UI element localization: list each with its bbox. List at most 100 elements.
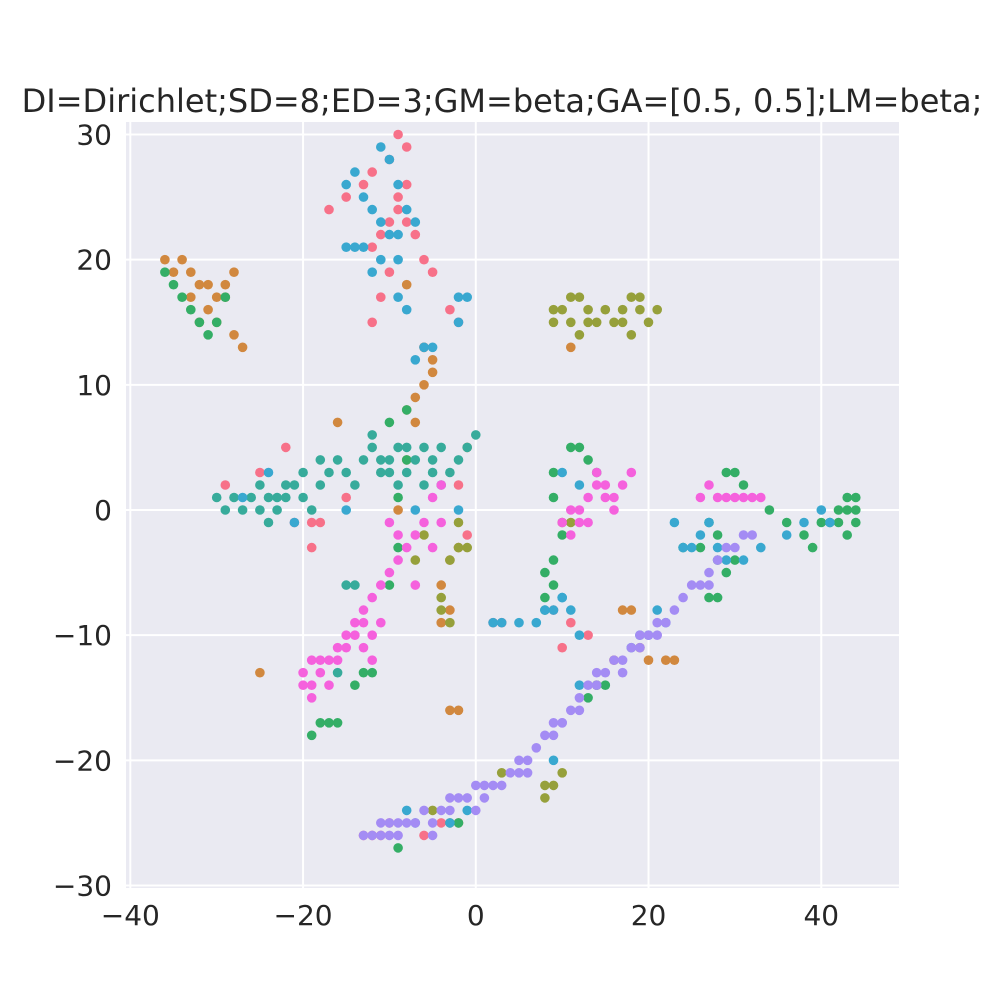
- data-point-series-7: [704, 567, 714, 578]
- x-tick-label: −40: [101, 899, 160, 932]
- data-point-series-8: [401, 542, 412, 553]
- data-point-series-3: [652, 304, 662, 315]
- data-point-series-3: [626, 292, 637, 303]
- data-point-series-4: [600, 680, 611, 690]
- data-point-series-4: [548, 467, 559, 478]
- data-point-series-5: [376, 467, 386, 478]
- data-point-series-7: [548, 730, 559, 741]
- data-point-series-7: [669, 605, 680, 615]
- data-point-series-2: [436, 617, 447, 628]
- data-point-series-3: [583, 304, 593, 315]
- data-point-series-1: [583, 630, 593, 640]
- data-point-series-3: [410, 555, 421, 565]
- data-point-series-6: [367, 267, 378, 278]
- data-point-series-6: [540, 605, 550, 615]
- data-point-series-1: [255, 467, 265, 478]
- data-point-series-1: [384, 267, 395, 278]
- data-point-series-3: [600, 304, 611, 315]
- data-point-series-6: [358, 192, 369, 202]
- data-point-series-7: [376, 818, 386, 828]
- data-point-series-5: [263, 492, 274, 503]
- data-point-series-7: [730, 542, 740, 553]
- data-point-series-5: [341, 467, 352, 478]
- data-point-series-6: [816, 505, 827, 515]
- data-point-series-7: [410, 818, 421, 828]
- data-point-series-4: [721, 567, 732, 578]
- y-tick-label: 10: [76, 369, 112, 402]
- data-point-series-3: [496, 768, 507, 778]
- data-point-series-5: [427, 467, 438, 478]
- data-point-series-1: [367, 317, 378, 328]
- data-point-series-3: [540, 793, 550, 803]
- data-point-series-6: [393, 292, 403, 303]
- data-point-series-5: [281, 480, 291, 490]
- data-point-series-2: [177, 254, 187, 265]
- data-point-series-6: [401, 805, 412, 816]
- data-point-series-7: [462, 793, 473, 803]
- x-tick-label: −20: [274, 899, 333, 932]
- data-point-series-1: [367, 167, 378, 177]
- data-point-series-7: [591, 667, 602, 678]
- data-point-series-7: [427, 830, 438, 841]
- data-point-series-7: [566, 705, 576, 716]
- data-point-series-6: [427, 342, 438, 353]
- data-point-series-7: [393, 818, 403, 828]
- data-point-series-1: [393, 192, 403, 202]
- data-point-series-8: [393, 530, 403, 540]
- data-point-series-6: [678, 542, 688, 553]
- data-point-series-6: [738, 555, 749, 565]
- data-point-series-7: [401, 818, 412, 828]
- data-point-series-1: [367, 242, 378, 252]
- data-point-series-7: [453, 793, 464, 803]
- data-point-series-8: [315, 667, 326, 678]
- data-point-series-1: [220, 480, 231, 490]
- data-point-series-2: [237, 342, 248, 353]
- data-point-series-2: [445, 705, 455, 716]
- data-point-series-6: [350, 167, 360, 177]
- data-point-series-5: [393, 480, 403, 490]
- data-point-series-7: [583, 680, 593, 690]
- data-point-series-3: [419, 530, 429, 540]
- data-point-series-1: [341, 192, 352, 202]
- data-point-series-4: [548, 555, 559, 565]
- data-point-series-8: [738, 492, 749, 503]
- data-point-series-5: [255, 480, 265, 490]
- y-tick-label: 20: [76, 244, 112, 277]
- data-point-series-4: [220, 292, 231, 303]
- data-point-series-4: [712, 530, 723, 540]
- data-point-series-7: [436, 805, 447, 816]
- data-point-series-7: [738, 530, 749, 540]
- data-point-series-8: [436, 517, 447, 528]
- data-point-series-7: [557, 718, 567, 728]
- data-point-series-6: [496, 617, 507, 628]
- data-point-series-6: [410, 505, 421, 515]
- data-point-series-4: [384, 580, 395, 590]
- data-point-series-6: [393, 254, 403, 265]
- data-point-series-6: [401, 204, 412, 215]
- data-point-series-8: [557, 517, 567, 528]
- data-point-series-5: [229, 492, 239, 503]
- data-point-series-7: [617, 667, 628, 678]
- data-point-series-6: [237, 492, 248, 503]
- data-point-series-7: [686, 580, 697, 590]
- data-point-series-2: [229, 330, 239, 340]
- data-point-series-6: [393, 179, 403, 190]
- data-point-series-2: [445, 605, 455, 615]
- data-point-series-5: [298, 492, 308, 503]
- data-point-series-7: [574, 705, 585, 716]
- data-point-series-4: [548, 580, 559, 590]
- data-point-series-8: [574, 505, 585, 515]
- data-point-series-5: [393, 442, 403, 453]
- data-point-series-5: [315, 455, 326, 465]
- data-point-series-5: [462, 442, 473, 453]
- data-point-series-7: [695, 580, 706, 590]
- data-point-series-1: [393, 204, 403, 215]
- data-point-series-8: [609, 492, 619, 503]
- data-point-series-8: [591, 467, 602, 478]
- data-point-series-7: [384, 830, 395, 841]
- data-point-series-5: [306, 505, 317, 515]
- data-point-series-3: [427, 805, 438, 816]
- data-point-series-3: [617, 304, 628, 315]
- data-point-series-8: [609, 505, 619, 515]
- data-point-series-6: [462, 805, 473, 816]
